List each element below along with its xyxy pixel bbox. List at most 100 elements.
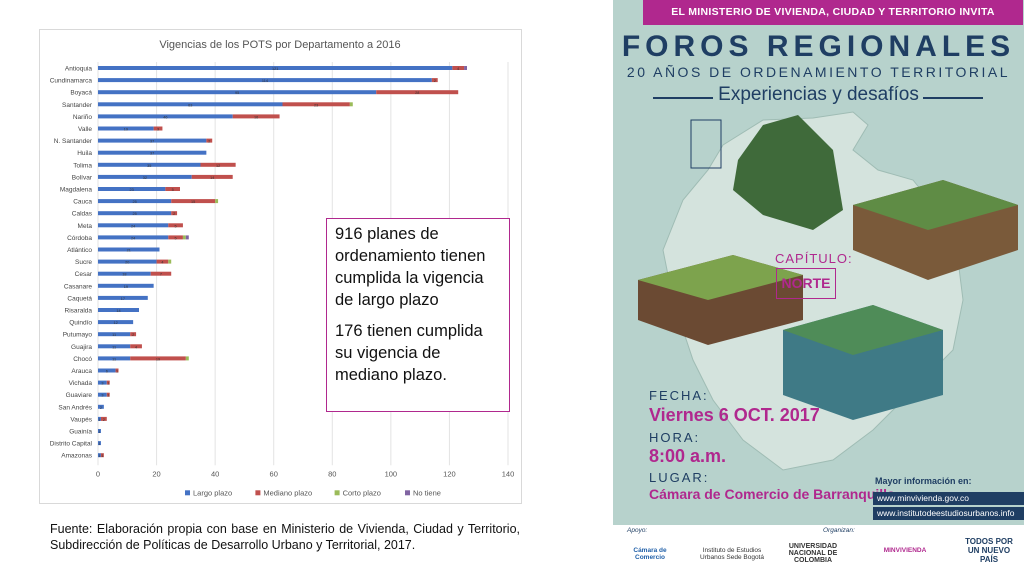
data-label: 5 [175,236,177,240]
x-tick-label: 140 [502,469,515,478]
bar-segment [98,271,151,276]
category-label: Risaralda [65,308,93,315]
bar-segment [171,199,216,204]
category-label: Amazonas [61,453,92,460]
category-label: Distrito Capital [50,441,93,448]
data-label: 4 [457,67,459,71]
bar-segment [168,259,172,264]
data-label: 6 [106,370,108,374]
date-label: FECHA: [649,388,709,403]
category-label: N. Santander [54,138,93,145]
place-label: LUGAR: [649,470,710,485]
chart-title: Vigencias de los POTS por Departamento a… [159,39,400,51]
bar-segment [98,235,169,240]
bar-segment [98,66,453,70]
data-label: 1 [98,442,100,446]
bar-segment [376,90,459,95]
place-value: Cámara de Comercio de Barranquilla [649,486,895,502]
legend-label: No tiene [413,488,441,497]
bar-segment [98,126,154,131]
bar-segment [98,429,101,433]
category-label: Antioquia [65,66,92,73]
data-label: 15 [191,200,195,204]
category-label: Santander [62,102,93,109]
category-label: Guainía [69,429,92,436]
data-label: 4 [161,261,163,265]
data-label: 23 [314,103,318,107]
bar-segment [100,416,107,421]
x-tick-label: 0 [96,469,100,478]
data-label: 25 [132,200,136,204]
legend-label: Corto plazo [343,488,381,497]
bar-segment [130,332,137,337]
bar-segment [98,174,192,179]
bar-segment [200,162,236,167]
bar-segment [464,66,467,70]
category-label: Sucre [75,259,92,266]
data-label: 24 [131,236,135,240]
category-label: Arauca [71,368,92,375]
data-label: 121 [272,67,278,71]
data-label: 1 [98,454,100,458]
bar-segment [98,138,207,143]
bar-segment [98,199,172,204]
data-label: 32 [143,176,147,180]
source-note: Fuente: Elaboración propia con base en M… [50,522,520,552]
category-label: Cauca [73,199,92,206]
data-label: 18 [122,273,126,277]
bar-segment [98,404,104,409]
bar-segment [98,368,116,373]
bar-segment [153,126,163,131]
x-tick-label: 40 [211,469,219,478]
bar-segment [130,344,142,349]
data-label: 1 [98,430,100,434]
instituto-logo: Instituto de Estudios Urbanos Sede Bogot… [700,547,764,561]
category-label: Quindío [69,320,92,327]
bar-segment [171,211,178,216]
x-tick-label: 120 [443,469,456,478]
category-label: Nariño [73,114,93,121]
bar-segment [98,223,169,228]
category-label: Guaviare [66,392,93,399]
category-label: Tolima [73,162,92,169]
data-label: 14 [116,309,120,313]
bar-segment [98,320,134,325]
data-label: 11 [112,333,116,337]
divider-left [653,97,713,99]
bar-segment [98,259,157,264]
bar-segment [106,380,110,385]
data-label: 14 [210,176,214,180]
bar-segment [98,308,139,312]
data-label: 5 [172,188,174,192]
category-label: Valle [78,126,92,133]
category-label: Huila [77,150,92,157]
bar-segment [349,102,353,107]
category-label: Atlántico [67,247,92,254]
bar-segment [98,211,172,216]
bar-segment [98,441,101,446]
bar-segment [165,187,180,191]
data-label: 28 [415,91,419,95]
link-minvivienda[interactable]: www.minvivienda.gov.co [873,492,1024,505]
bar-segment [98,187,166,191]
data-label: 37 [150,152,154,156]
legend-swatch [334,490,340,496]
data-label: 1 [116,370,118,374]
data-label: 63 [188,103,192,107]
data-label: 23 [130,188,134,192]
category-label: Meta [78,223,93,230]
islands-inset [690,119,722,169]
bar-segment [115,368,119,373]
category-label: Córdoba [67,235,92,242]
data-label: 19 [124,128,128,132]
category-label: Cundinamarca [50,78,93,85]
bar-segment [206,138,213,143]
data-label: 20 [125,261,129,265]
bar-segment [98,114,233,119]
bar-segment [98,162,201,167]
data-label: 11 [112,345,116,349]
link-instituto[interactable]: www.institutodeestudiosurbanos.info [873,507,1024,520]
category-label: Bolívar [72,174,93,181]
x-tick-label: 80 [328,469,336,478]
data-label: 2 [100,406,102,410]
